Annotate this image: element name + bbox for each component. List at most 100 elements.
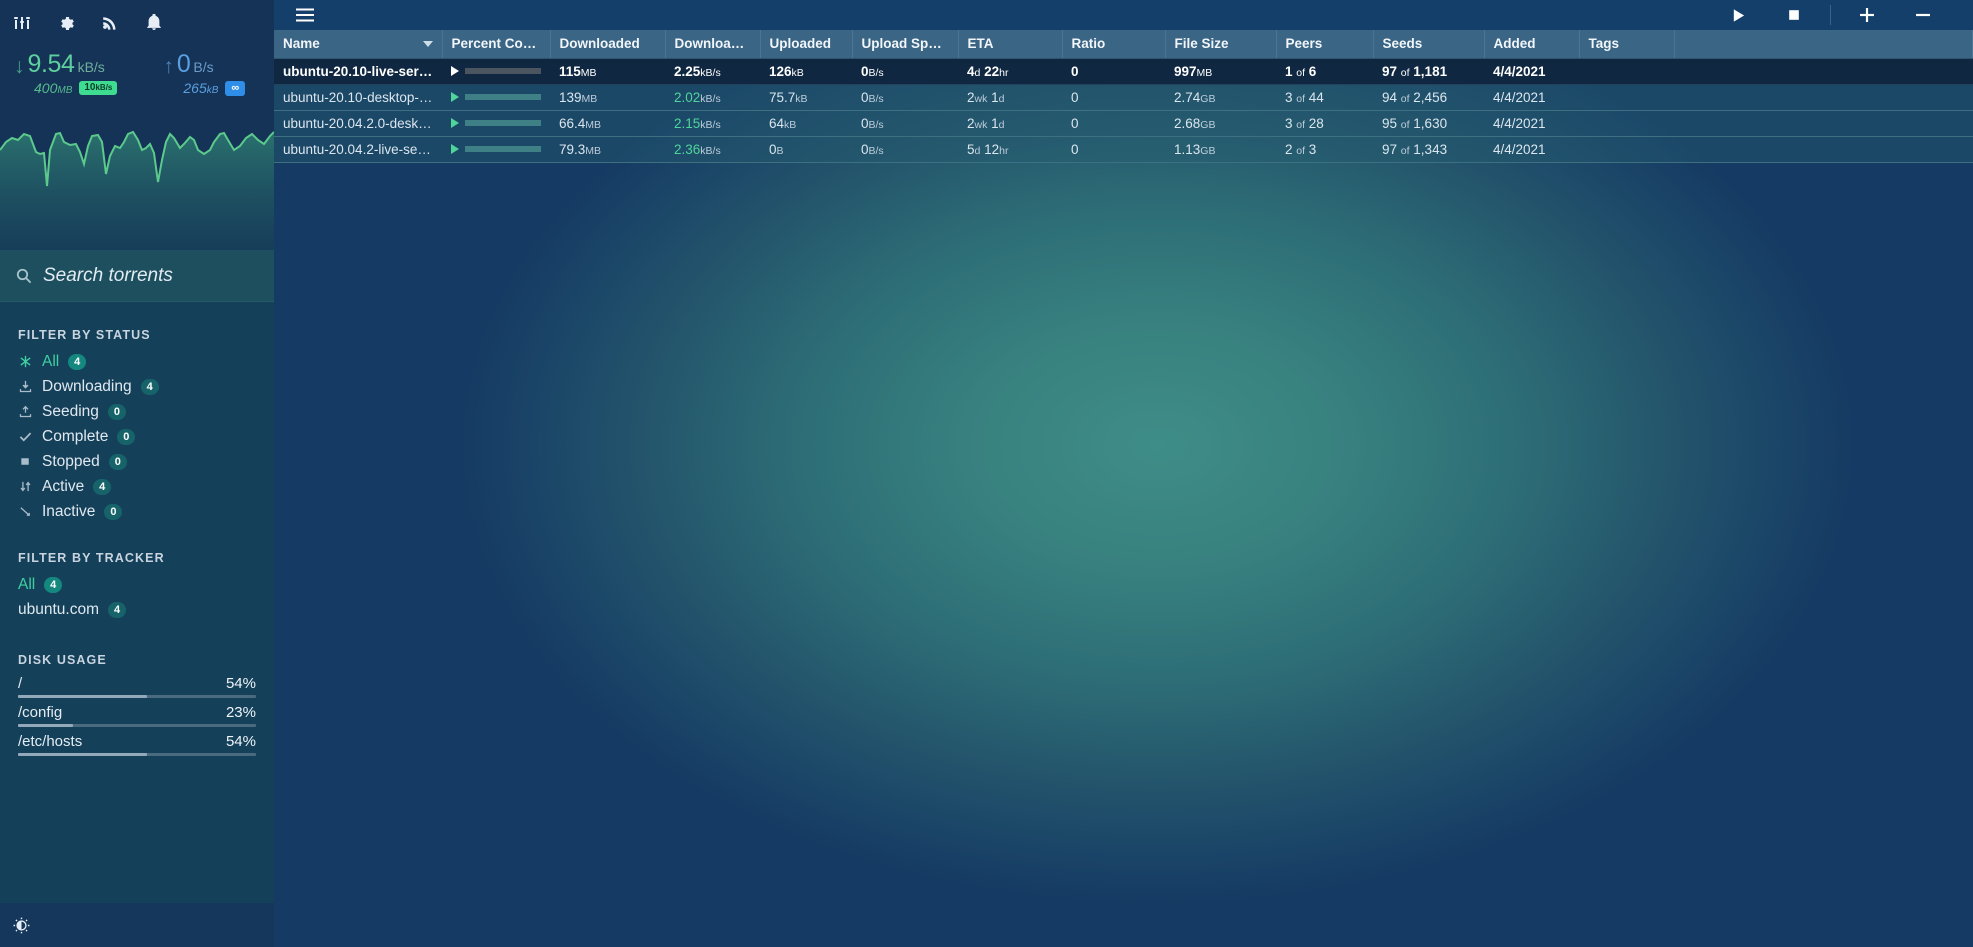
play-icon[interactable] — [451, 92, 459, 102]
cell-peers: 1 of 6 — [1276, 58, 1373, 85]
hamburger-menu-icon[interactable] — [292, 8, 318, 22]
sidebar-footer — [0, 903, 274, 947]
brightness-icon[interactable] — [13, 917, 30, 934]
column-header-seeds[interactable]: Seeds — [1373, 30, 1485, 59]
cell-spacer — [1674, 58, 1973, 85]
table-row[interactable]: ubuntu-20.04.2.0-desktop... 66.4MB 2.15kB/… — [274, 110, 1973, 137]
cell-percent-complete — [442, 136, 550, 163]
column-header-file-size[interactable]: File Size — [1165, 30, 1277, 59]
filter-panel: FILTER BY STATUS All 4 Downloading 4 See… — [0, 302, 274, 903]
cell-seeds: 97 of 1,343 — [1373, 136, 1484, 163]
cell-percent-complete — [442, 84, 550, 111]
disk-usage-row: / 54% — [18, 675, 256, 698]
upload-icon — [18, 405, 33, 418]
tracker-item-all[interactable]: All 4 — [0, 572, 274, 597]
cell-percent-complete — [442, 110, 550, 137]
disk-percent: 54% — [225, 675, 256, 692]
cell-eta: 2wk 1d — [958, 84, 1062, 111]
cell-added: 4/4/2021 — [1484, 84, 1579, 111]
speed-stats-panel: ↓ 9.54 kB/s 400MB 10kB/s ↑ 0 B/s — [0, 44, 274, 250]
cell-upload-speed: 0B/s — [852, 110, 958, 137]
sidebar-item-stopped[interactable]: Stopped 0 — [0, 449, 274, 474]
sidebar-item-label: Complete — [42, 427, 109, 445]
column-header-uploaded[interactable]: Uploaded — [760, 30, 853, 59]
cell-eta: 5d 12hr — [958, 136, 1062, 163]
column-header-name[interactable]: Name — [274, 30, 443, 59]
sidebar-item-count: 0 — [117, 428, 136, 445]
cell-tags — [1579, 110, 1674, 137]
column-header-download-speed[interactable]: Download Sp... — [665, 30, 761, 59]
cell-peers: 2 of 3 — [1276, 136, 1373, 163]
stop-icon[interactable] — [1781, 8, 1807, 22]
sidebar-item-label: Stopped — [42, 452, 100, 470]
cell-uploaded: 0B — [760, 136, 852, 163]
column-header-eta[interactable]: ETA — [958, 30, 1063, 59]
column-header-percent-complete[interactable]: Percent Com... — [442, 30, 551, 59]
sidebar-icon-toolbar — [0, 0, 274, 44]
play-icon[interactable] — [451, 118, 459, 128]
gear-icon[interactable] — [56, 12, 76, 32]
cell-downloaded: 79.3MB — [550, 136, 665, 163]
download-icon — [18, 380, 33, 393]
cell-ratio: 0 — [1062, 136, 1165, 163]
table-row[interactable]: ubuntu-20.10-desktop-am... 139MB 2.02kB/s 7… — [274, 84, 1973, 111]
disk-usage-row: /config 23% — [18, 704, 256, 727]
rss-icon[interactable] — [100, 12, 120, 32]
tracker-item-label: ubuntu.com — [18, 600, 99, 618]
sidebar-item-downloading[interactable]: Downloading 4 — [0, 374, 274, 399]
exchange-icon — [18, 480, 33, 493]
tracker-item-ubuntu[interactable]: ubuntu.com 4 — [0, 597, 274, 622]
sidebar-item-seeding[interactable]: Seeding 0 — [0, 399, 274, 424]
download-speed-unit: kB/s — [77, 59, 105, 75]
table-header-row: Name Percent Com... Downloaded Download … — [274, 30, 1973, 59]
search-icon — [16, 268, 32, 283]
tracker-filter-section: FILTER BY TRACKER All 4 ubuntu.com 4 — [0, 551, 274, 622]
sidebar-item-label: Active — [42, 477, 85, 495]
status-filter-title: FILTER BY STATUS — [18, 328, 151, 342]
plus-icon[interactable] — [1854, 7, 1880, 23]
progress-bar — [465, 120, 541, 126]
column-header-ratio[interactable]: Ratio — [1062, 30, 1166, 59]
play-icon[interactable] — [1725, 8, 1751, 23]
column-header-tags[interactable]: Tags — [1579, 30, 1675, 59]
cell-uploaded: 75.7kB — [760, 84, 852, 111]
upload-session-total: 265kB — [183, 80, 219, 96]
cell-upload-speed: 0B/s — [852, 136, 958, 163]
upload-arrow-icon: ↑ — [163, 55, 174, 78]
minus-icon[interactable] — [1910, 7, 1936, 23]
sidebar-item-all[interactable]: All 4 — [0, 349, 274, 374]
sidebar-item-count: 0 — [104, 503, 123, 520]
column-header-downloaded[interactable]: Downloaded — [550, 30, 666, 59]
column-header-upload-speed[interactable]: Upload Speed — [852, 30, 959, 59]
column-header-added[interactable]: Added — [1484, 30, 1580, 59]
sidebar-item-label: Seeding — [42, 402, 99, 420]
upload-limit-chip[interactable]: ∞ — [225, 80, 246, 96]
download-speed-value: 9.54 — [27, 50, 75, 78]
sort-descending-icon — [422, 41, 433, 47]
play-icon[interactable] — [451, 144, 459, 154]
cell-added: 4/4/2021 — [1484, 58, 1579, 85]
download-limit-chip[interactable]: 10kB/s — [79, 81, 118, 95]
cell-downloaded: 66.4MB — [550, 110, 665, 137]
cell-download-speed: 2.02kB/s — [665, 84, 760, 111]
disk-progress-fill — [18, 724, 73, 727]
cell-ratio: 0 — [1062, 84, 1165, 111]
upload-stat: ↑ 0 B/s 265kB ∞ — [163, 50, 246, 96]
sidebar-item-count: 0 — [107, 403, 126, 420]
sidebar-item-complete[interactable]: Complete 0 — [0, 424, 274, 449]
sliders-icon[interactable] — [12, 12, 32, 32]
table-row[interactable]: ubuntu-20.04.2-live-serve... 79.3MB 2.36kB… — [274, 136, 1973, 163]
search-input[interactable]: Search torrents — [0, 250, 274, 302]
table-row[interactable]: ubuntu-20.10-live-server-... 115MB 2.25kB/… — [274, 58, 1973, 85]
progress-bar — [465, 146, 541, 152]
play-icon[interactable] — [451, 66, 459, 76]
cell-added: 4/4/2021 — [1484, 110, 1579, 137]
column-header-peers[interactable]: Peers — [1276, 30, 1374, 59]
bell-icon[interactable] — [144, 12, 164, 32]
sidebar-item-inactive[interactable]: Inactive 0 — [0, 499, 274, 524]
sidebar-item-label: All — [42, 352, 60, 370]
speed-history-graph — [0, 130, 274, 250]
sidebar-item-active[interactable]: Active 4 — [0, 474, 274, 499]
cell-file-size: 1.13GB — [1165, 136, 1276, 163]
cell-downloaded: 139MB — [550, 84, 665, 111]
